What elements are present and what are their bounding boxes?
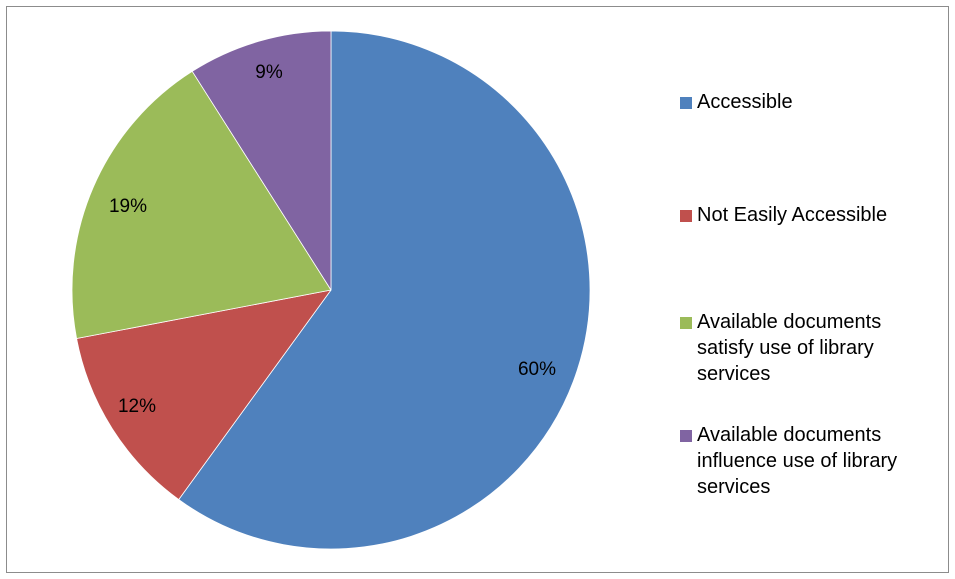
slice-label-accessible: 60%	[518, 359, 556, 380]
legend-swatch-not-easily-accessible	[680, 210, 692, 222]
slice-label-not-easily-accessible: 12%	[118, 396, 156, 417]
legend-item-documents-satisfy: Available documents satisfy use of libra…	[680, 309, 942, 387]
slice-label-documents-influence: 9%	[255, 62, 283, 83]
pie-chart: 60% 12% 19% 9%	[71, 30, 591, 550]
legend-item-documents-influence: Available documents influence use of lib…	[680, 422, 942, 500]
legend-label: Accessible	[697, 91, 793, 113]
legend-item-accessible: Accessible	[680, 89, 942, 115]
legend-label: Not Easily Accessible	[697, 204, 888, 226]
pie-slice-accessible	[178, 30, 591, 550]
legend-swatch-documents-satisfy	[680, 317, 692, 329]
legend-label: Available documents satisfy use of libra…	[697, 311, 882, 385]
slice-label-documents-satisfy: 19%	[109, 196, 147, 217]
pie-slice-not-easily-accessible	[76, 289, 332, 500]
legend-item-not-easily-accessible: Not Easily Accessible	[680, 202, 942, 228]
pie-slice-documents-satisfy	[71, 70, 332, 339]
chart-area: 60% 12% 19% 9% Accessible Not Easily Access…	[6, 6, 949, 573]
pie-slice-documents-influence	[191, 30, 332, 291]
legend-swatch-documents-influence	[680, 430, 692, 442]
legend-label: Available documents influence use of lib…	[697, 424, 898, 498]
legend-swatch-accessible	[680, 97, 692, 109]
